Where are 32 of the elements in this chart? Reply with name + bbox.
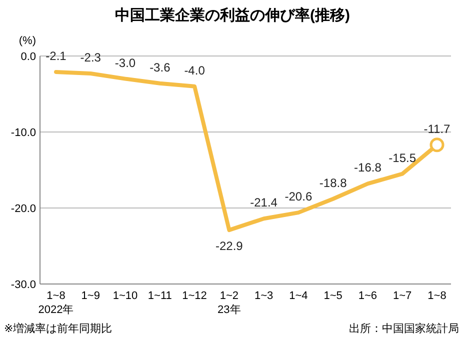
chart-title: 中国工業企業の利益の伸び率(推移) — [115, 6, 350, 24]
x-tick-label: 1~7 — [393, 290, 412, 302]
x-tick-label: 1~6 — [358, 290, 378, 302]
y-tick-label: -30.0 — [10, 279, 36, 291]
data-label: -3.0 — [114, 56, 136, 70]
x-tick-label: 1~5 — [324, 290, 342, 302]
x-tick-label: 1~4 — [289, 290, 308, 302]
data-label: -18.8 — [319, 176, 348, 190]
data-label: -20.6 — [284, 190, 312, 204]
x-tick-label: 1~8 2022年 — [38, 290, 74, 316]
data-label: -3.6 — [150, 60, 171, 74]
x-tick-label: 1~12 — [182, 290, 207, 302]
text: 出所：中国国家統計局 — [349, 322, 459, 335]
y-tick-label: -10.0 — [10, 127, 36, 139]
y-axis-title: (%) — [18, 35, 36, 47]
x-tick-label: 1~2 23年 — [218, 290, 241, 316]
data-label: -11.7 — [424, 122, 451, 136]
x-tick-label: 1~8 — [428, 290, 446, 302]
x-tick-label: 1~10 — [112, 290, 138, 302]
data-label: -15.5 — [388, 150, 416, 165]
data-label: -21.4 — [250, 196, 278, 210]
y-tick-label: 0.0 — [20, 51, 36, 63]
data-label: -2.1 — [46, 48, 67, 63]
y-tick-label: -20.0 — [10, 203, 36, 215]
data-label: -4.0 — [184, 63, 206, 78]
x-tick-label: 1~11 — [148, 290, 172, 302]
data-label: -16.8 — [354, 160, 382, 175]
data-label: -2.3 — [80, 50, 102, 64]
x-tick-label: 1~3 — [254, 290, 274, 302]
text: ※増減率は前年同期比 — [4, 322, 112, 335]
x-tick-label: 1~9 — [81, 290, 100, 302]
data-label: -22.9 — [216, 239, 244, 254]
